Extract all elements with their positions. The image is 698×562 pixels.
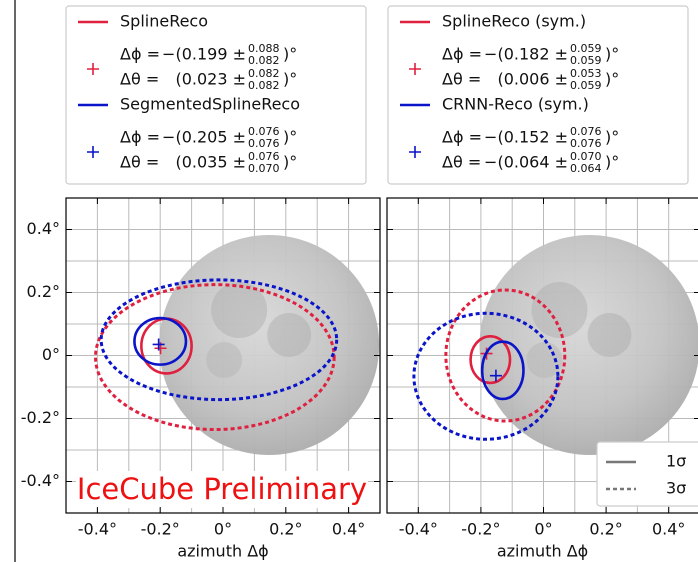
- y-tick-label: -0.2°: [21, 408, 60, 427]
- y-tick-label: 0.4°: [27, 219, 60, 238]
- legend-formula-lead: Δθ =: [120, 153, 159, 172]
- y-tick-label: 0.2°: [27, 282, 60, 301]
- legend-formula-value: (0.035 ±: [175, 153, 246, 172]
- x-axis-label: azimuth Δϕ: [177, 542, 268, 561]
- legend-formula-lower: 0.076: [570, 137, 602, 150]
- legend-formula-lead: Δϕ =: [442, 45, 482, 64]
- legend-formula-lower: 0.082: [248, 54, 280, 67]
- x-tick-label: -0.2°: [141, 520, 180, 539]
- legend-label: SplineReco: [120, 12, 208, 31]
- x-tick-label: 0°: [534, 520, 552, 539]
- moon-mare: [206, 342, 242, 378]
- page: IceCube Preliminary -0.4° -0.2° 0° 0.2° 0.4° -…: [0, 0, 698, 562]
- legend-formula-value: −(0.152 ±: [484, 128, 568, 147]
- x-tick-label: -0.4°: [78, 520, 117, 539]
- legend-formula-lower: 0.076: [248, 137, 280, 150]
- x-axis-label: azimuth Δϕ: [497, 542, 588, 561]
- legend-formula-tail: )°: [283, 153, 297, 172]
- legend-formula-value: −(0.182 ±: [484, 45, 568, 64]
- style-legend-label: 3σ: [666, 479, 686, 498]
- legend-formula-tail: )°: [605, 128, 619, 147]
- legend-formula-lower: 0.059: [570, 54, 602, 67]
- legend-formula-value: (0.006 ±: [497, 70, 568, 89]
- legend-formula-value: −(0.199 ±: [162, 45, 246, 64]
- legend-formula-value: −(0.064 ±: [484, 153, 568, 172]
- x-tick-label: 0.4°: [652, 520, 685, 539]
- legend-formula-lead: Δϕ =: [120, 128, 160, 147]
- x-tick-label: -0.2°: [461, 520, 500, 539]
- legend-formula-lead: Δϕ =: [442, 128, 482, 147]
- legend-formula-tail: )°: [283, 45, 297, 64]
- legend-formula-tail: )°: [605, 70, 619, 89]
- moon-mare: [588, 313, 632, 357]
- y-tick-label: 0°: [42, 345, 60, 364]
- y-tick-label: -0.4°: [21, 471, 60, 490]
- legend-formula-value: (0.023 ±: [175, 70, 246, 89]
- legend-formula-lower: 0.082: [248, 79, 280, 92]
- x-tick-label: -0.4°: [399, 520, 438, 539]
- legend-formula-lead: Δθ =: [442, 70, 481, 89]
- legend-formula-lower: 0.059: [570, 79, 602, 92]
- x-tick-label: 0.2°: [269, 520, 302, 539]
- plot-area: [66, 198, 380, 513]
- x-tick-label: 0.2°: [589, 520, 622, 539]
- legend-label: SegmentedSplineReco: [120, 95, 300, 114]
- legend-label: CRNN-Reco (sym.): [442, 95, 589, 114]
- legend-formula-tail: )°: [605, 45, 619, 64]
- legend-formula-tail: )°: [283, 128, 297, 147]
- x-tick-label: 0°: [214, 520, 232, 539]
- legend-formula-tail: )°: [283, 70, 297, 89]
- moon-mare: [267, 313, 311, 357]
- legend-formula-value: −(0.205 ±: [162, 128, 246, 147]
- legend-formula-lower: 0.070: [248, 162, 280, 175]
- legend-formula-lead: Δθ =: [120, 70, 159, 89]
- chart: IceCube Preliminary -0.4° -0.2° 0° 0.2° 0.4° -…: [0, 0, 698, 562]
- style-legend-label: 1σ: [666, 452, 686, 471]
- annotation: IceCube Preliminary: [77, 472, 367, 506]
- legend-label: SplineReco (sym.): [442, 12, 586, 31]
- legend-formula-lead: Δϕ =: [120, 45, 160, 64]
- legend-formula-lead: Δθ =: [442, 153, 481, 172]
- legend-formula-lower: 0.064: [570, 162, 602, 175]
- legend-formula-tail: )°: [605, 153, 619, 172]
- moon-mare: [211, 282, 267, 338]
- x-tick-label: 0.4°: [332, 520, 365, 539]
